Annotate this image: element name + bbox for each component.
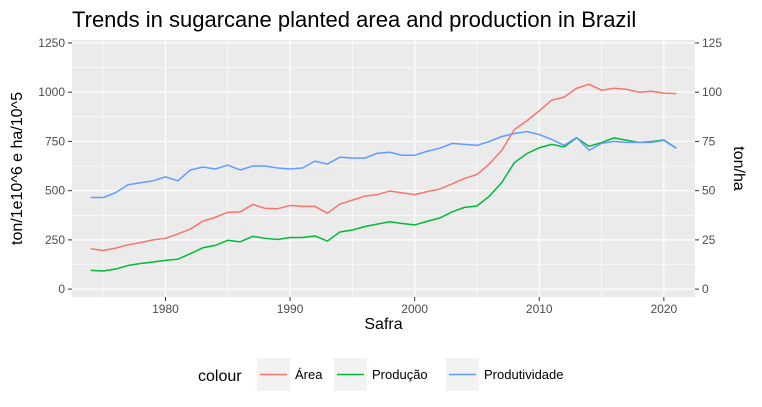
y-left-tick-label: 1000	[38, 85, 65, 99]
y-left-tick-label: 750	[45, 134, 65, 148]
x-tick-label: 2000	[401, 302, 428, 316]
legend-title: colour	[198, 368, 242, 385]
y-right-tick-label: 100	[702, 85, 722, 99]
series-line-area	[90, 83, 677, 252]
legend-label-producao: Produção	[372, 367, 428, 382]
legend: colour Área Produção Produtividade	[198, 358, 564, 391]
x-tick-label: 1990	[277, 302, 304, 316]
y-right-tick-label: 0	[702, 282, 709, 296]
legend-label-produtividade: Produtividade	[484, 367, 564, 382]
x-tick-label: 2020	[650, 302, 677, 316]
y-right-tick-label: 75	[702, 134, 716, 148]
grid-lines	[72, 40, 695, 297]
legend-label-area: Área	[295, 367, 323, 382]
plot-panel	[72, 40, 695, 297]
series-lines	[90, 83, 677, 272]
axes: 1980 1990 2000 2010 2020 0 250 500 750 1000 1250 0 2…	[38, 36, 722, 316]
y-left-tick-label: 500	[45, 184, 65, 198]
y-right-tick-label: 25	[702, 233, 716, 247]
x-tick-label: 1980	[152, 302, 179, 316]
y-right-tick-label: 125	[702, 36, 722, 50]
y-left-tick-label: 1250	[38, 36, 65, 50]
y-right-tick-label: 50	[702, 184, 716, 198]
y-right-axis-title: ton/ha	[730, 146, 747, 191]
x-tick-label: 2010	[526, 302, 553, 316]
y-left-tick-label: 0	[58, 282, 65, 296]
x-axis-title: Safra	[364, 316, 402, 333]
chart-title: Trends in sugarcane planted area and pro…	[72, 7, 636, 32]
series-line-produtividade	[90, 130, 677, 199]
y-left-axis-title: ton/1e10^6 e ha/10^5	[9, 92, 26, 245]
y-left-tick-label: 250	[45, 233, 65, 247]
